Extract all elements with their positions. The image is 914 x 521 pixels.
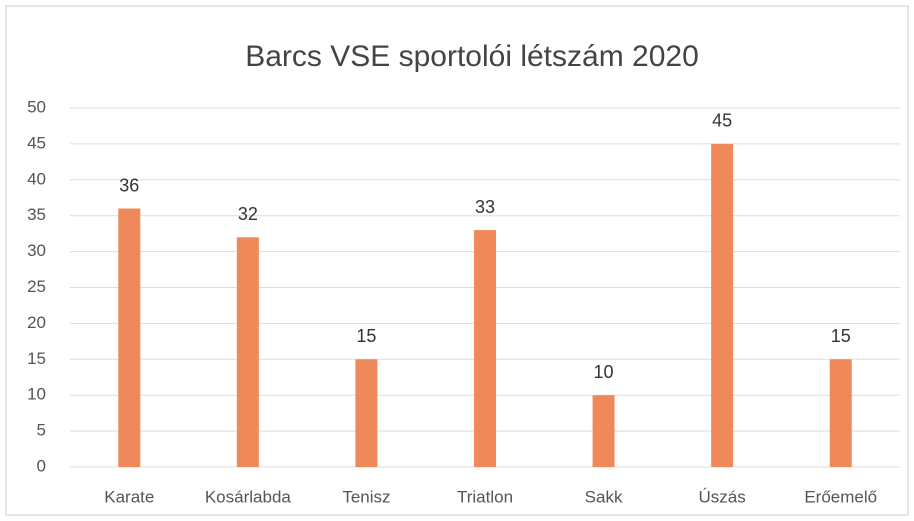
- y-tick-label: 20: [27, 313, 46, 332]
- y-tick-label: 45: [27, 133, 46, 152]
- x-tick-label: Kosárlabda: [205, 487, 292, 506]
- value-label: 36: [119, 175, 139, 195]
- chart-border: [5, 5, 909, 516]
- y-tick-label: 10: [27, 385, 46, 404]
- value-label: 15: [356, 326, 376, 346]
- bar: [474, 230, 496, 467]
- chart-title: Barcs VSE sportolói létszám 2020: [245, 40, 699, 73]
- bar: [592, 395, 615, 467]
- x-tick-label: Erőemelő: [804, 487, 877, 506]
- y-tick-label: 50: [27, 97, 46, 116]
- value-label: 10: [594, 362, 614, 382]
- y-tick-label: 15: [27, 349, 46, 368]
- x-tick-label: Karate: [104, 487, 154, 506]
- x-tick-label: Sakk: [585, 487, 623, 506]
- value-label: 32: [238, 204, 258, 224]
- value-label: 45: [712, 111, 732, 131]
- value-label: 33: [475, 197, 495, 217]
- y-tick-label: 25: [27, 277, 46, 296]
- x-tick-label: Úszás: [699, 487, 746, 506]
- y-tick-label: 0: [37, 456, 46, 475]
- y-tick-label: 30: [27, 241, 46, 260]
- bar: [829, 359, 852, 467]
- bar: [118, 208, 141, 467]
- y-tick-label: 40: [27, 169, 46, 188]
- value-label: 15: [831, 326, 851, 346]
- bar: [236, 237, 259, 467]
- x-tick-label: Triatlon: [457, 487, 513, 506]
- bar: [355, 359, 378, 467]
- x-tick-label: Tenisz: [342, 487, 390, 506]
- y-tick-label: 35: [27, 205, 46, 224]
- bar: [711, 143, 734, 467]
- y-tick-label: 5: [37, 421, 46, 440]
